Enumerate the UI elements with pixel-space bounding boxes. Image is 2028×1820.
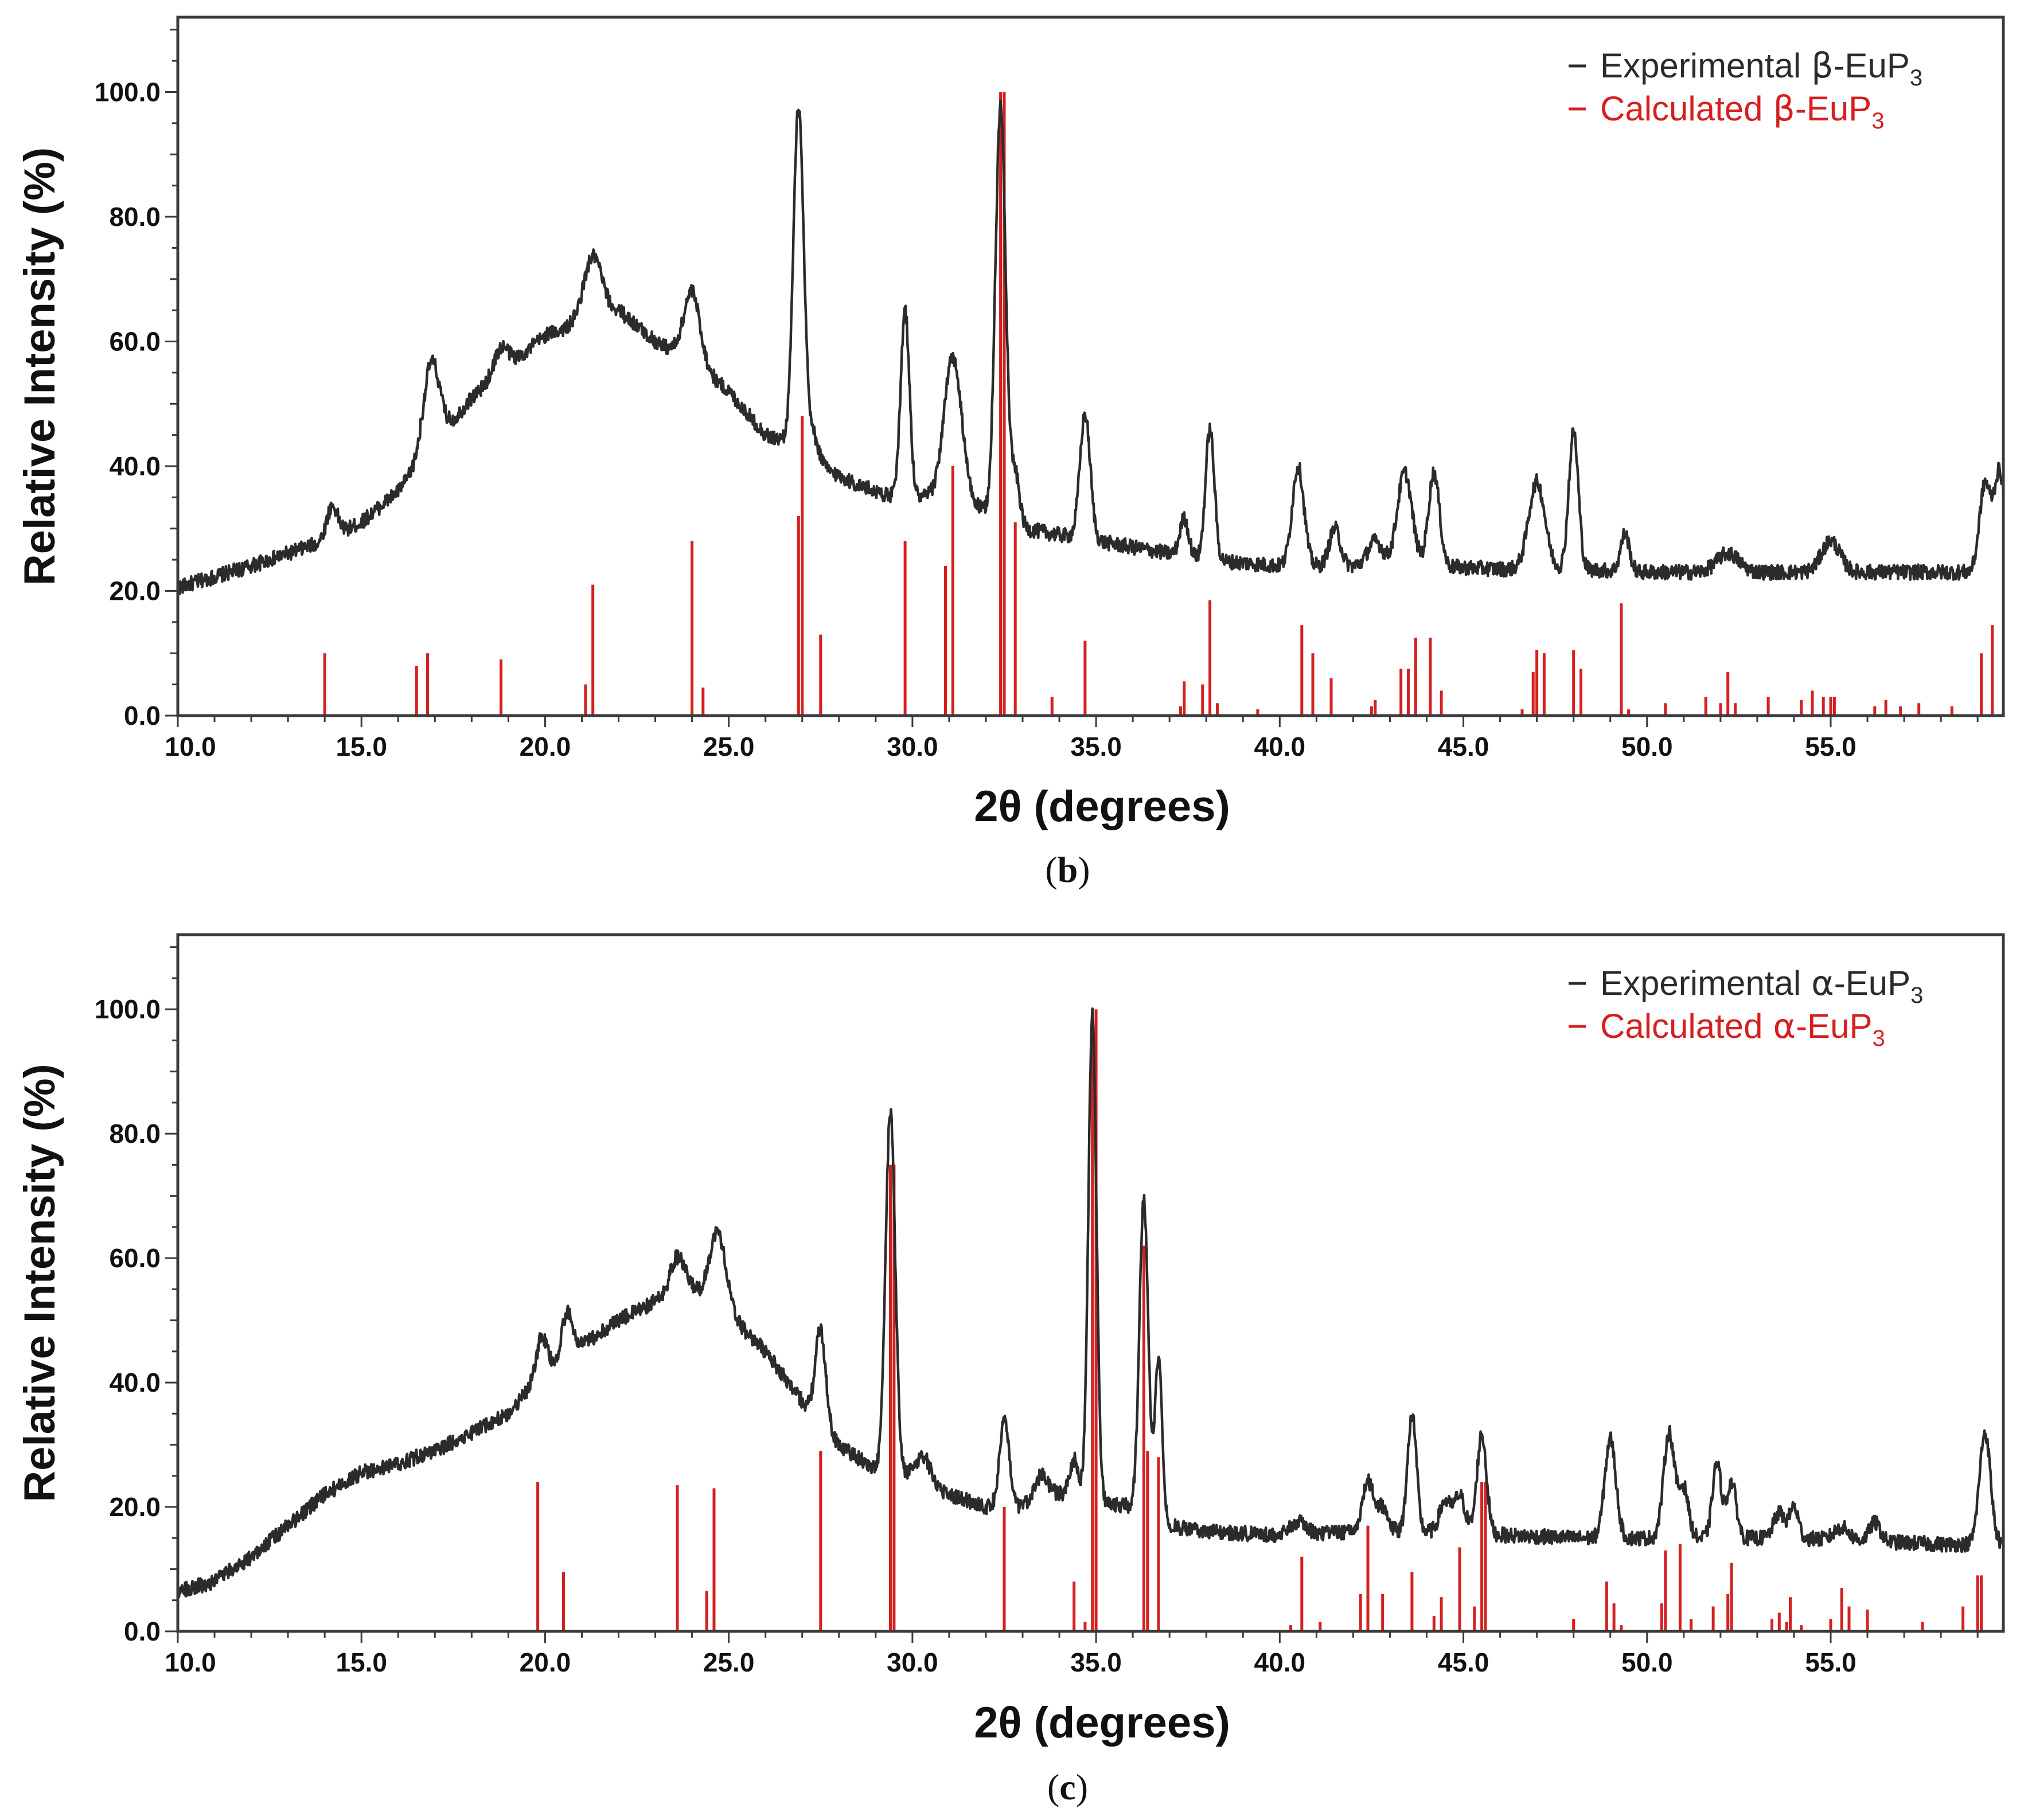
legend-subscript: 3 bbox=[1910, 65, 1922, 91]
legend-phase: α bbox=[1811, 963, 1834, 1003]
x-tick-label: 40.0 bbox=[1254, 1647, 1306, 1677]
x-tick-label: 10.0 bbox=[165, 732, 216, 761]
legend-subscript: 3 bbox=[1910, 983, 1923, 1008]
x-tick-label: 40.0 bbox=[1254, 732, 1306, 761]
y-tick-label: 80.0 bbox=[109, 1119, 161, 1149]
y-tick-label: 40.0 bbox=[109, 1368, 161, 1397]
y-tick-label: 60.0 bbox=[109, 327, 161, 357]
x-tick-label: 15.0 bbox=[336, 732, 387, 761]
y-tick-label: 80.0 bbox=[109, 202, 161, 232]
legend-compound: -EuP bbox=[1795, 89, 1871, 128]
x-tick-label: 20.0 bbox=[520, 732, 571, 761]
y-tick-label: 20.0 bbox=[109, 576, 161, 606]
legend-entry: Experimental α-EuP3 bbox=[1600, 963, 1923, 1008]
legend-phase: β bbox=[1773, 89, 1795, 129]
chart-panel-c: 0.0 20.0 40.0 60.0 80.0 100.0 10.0 15.0 20.0 25.0… bbox=[15, 933, 2005, 1807]
y-tick-label: 100.0 bbox=[95, 77, 161, 107]
panel-label: (b) bbox=[1045, 849, 1090, 890]
x-tick-label: 45.0 bbox=[1438, 1647, 1489, 1677]
x-tick-label: 30.0 bbox=[887, 1647, 938, 1677]
experimental-series-line bbox=[177, 1007, 2005, 1599]
y-tick-label: 60.0 bbox=[109, 1243, 161, 1273]
legend-subscript: 3 bbox=[1871, 108, 1884, 134]
y-axis: 0.0 20.0 40.0 60.0 80.0 100.0 bbox=[95, 29, 178, 731]
y-tick-label: 40.0 bbox=[109, 451, 161, 481]
legend-name: Experimental bbox=[1600, 46, 1801, 85]
calculated-series bbox=[323, 92, 1994, 716]
x-tick-label: 35.0 bbox=[1070, 1647, 1122, 1677]
y-tick-label: 0.0 bbox=[124, 701, 161, 731]
x-axis-title: 2θ (degrees) bbox=[974, 1698, 1230, 1747]
legend-name: Calculated bbox=[1600, 89, 1763, 128]
panel-label: (c) bbox=[1047, 1767, 1088, 1807]
y-axis: 0.0 20.0 40.0 60.0 80.0 100.0 bbox=[95, 946, 178, 1646]
experimental-series-line bbox=[176, 99, 2005, 596]
legend-name: Calculated bbox=[1600, 1007, 1763, 1045]
y-tick-label: 0.0 bbox=[124, 1616, 161, 1646]
legend-phase: β bbox=[1811, 46, 1833, 86]
x-tick-label: 25.0 bbox=[703, 1647, 755, 1677]
x-tick-label: 25.0 bbox=[703, 732, 755, 761]
legend-compound: -EuP bbox=[1833, 46, 1909, 85]
legend-phase: α bbox=[1773, 1006, 1796, 1046]
legend-compound: -EuP bbox=[1796, 1007, 1872, 1045]
x-tick-label: 55.0 bbox=[1805, 732, 1857, 761]
x-tick-label: 15.0 bbox=[336, 1647, 387, 1677]
legend-entry: Calculated β-EuP3 bbox=[1600, 89, 1884, 134]
plot-frame bbox=[176, 15, 2005, 717]
chart-panel-b: 0.0 20.0 40.0 60.0 80.0 100.0 10.0 15.0 20.0 25.0… bbox=[15, 15, 2005, 890]
y-tick-label: 20.0 bbox=[109, 1492, 161, 1522]
legend-entry: Calculated α-EuP3 bbox=[1600, 1006, 1885, 1051]
x-axis: 10.0 15.0 20.0 25.0 30.0 35.0 40.0 45.0 50.0 55.0 bbox=[165, 716, 1979, 761]
calculated-series bbox=[536, 1009, 1983, 1631]
y-tick-label: 100.0 bbox=[95, 994, 161, 1024]
x-tick-label: 55.0 bbox=[1805, 1647, 1857, 1677]
plot-frame bbox=[176, 933, 2005, 1633]
x-tick-label: 45.0 bbox=[1438, 732, 1489, 761]
legend-subscript: 3 bbox=[1872, 1026, 1885, 1051]
x-axis-title: 2θ (degrees) bbox=[974, 782, 1230, 831]
x-tick-label: 50.0 bbox=[1621, 1647, 1673, 1677]
legend-name: Experimental bbox=[1600, 964, 1801, 1002]
x-tick-label: 50.0 bbox=[1621, 732, 1673, 761]
x-tick-label: 10.0 bbox=[165, 1647, 216, 1677]
x-tick-label: 20.0 bbox=[520, 1647, 571, 1677]
x-tick-label: 30.0 bbox=[887, 732, 938, 761]
y-axis-title: Relative Intensity (%) bbox=[15, 147, 64, 585]
y-axis-title: Relative Intensity (%) bbox=[15, 1064, 64, 1502]
x-tick-label: 35.0 bbox=[1070, 732, 1122, 761]
x-axis: 10.0 15.0 20.0 25.0 30.0 35.0 40.0 45.0 50.0 55.0 bbox=[165, 1631, 1979, 1677]
legend-entry: Experimental β-EuP3 bbox=[1600, 46, 1922, 91]
legend-compound: -EuP bbox=[1834, 964, 1910, 1002]
